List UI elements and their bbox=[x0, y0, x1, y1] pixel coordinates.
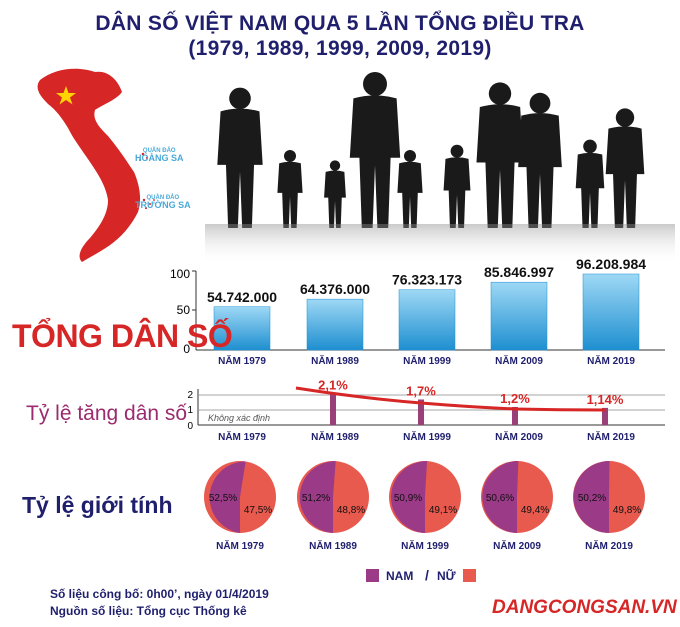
growth-rate-chart: 2 1 0 Không xác định NĂM 1979 NĂM 1989 2,1… bbox=[187, 378, 665, 443]
population-year-label: NĂM 1989 bbox=[311, 354, 359, 367]
pie-year-label: NĂM 1979 bbox=[216, 539, 264, 552]
growth-value-label: 1,2% bbox=[500, 391, 530, 406]
population-value-label: 64.376.000 bbox=[300, 281, 370, 297]
pie-male-label: 50,9% bbox=[394, 493, 422, 504]
pie-year-label: NĂM 1989 bbox=[309, 539, 357, 552]
legend-female-swatch bbox=[463, 569, 476, 582]
person-body-5 bbox=[443, 157, 471, 228]
pie-year-label: NĂM 2019 bbox=[585, 539, 633, 552]
population-value-label: 85.846.997 bbox=[484, 264, 554, 280]
star-icon bbox=[56, 86, 76, 105]
pie-female-label: 49,8% bbox=[613, 505, 641, 516]
person-head-7 bbox=[529, 92, 551, 114]
legend-male-swatch bbox=[366, 569, 379, 582]
person-body-3 bbox=[349, 95, 401, 229]
person-body-8 bbox=[575, 152, 605, 228]
pie-male-slice bbox=[209, 461, 246, 533]
pie-female-label: 49,4% bbox=[521, 505, 549, 516]
growth-y-tick-1: 1 bbox=[187, 405, 193, 416]
population-bar bbox=[213, 306, 271, 351]
person-head-4 bbox=[404, 150, 416, 162]
person-head-8 bbox=[583, 139, 597, 154]
person-head-1 bbox=[284, 150, 296, 162]
legend-separator: / bbox=[425, 567, 429, 583]
population-value-label: 76.323.173 bbox=[392, 272, 462, 288]
growth-year-label: NĂM 1999 bbox=[403, 430, 451, 443]
growth-year-label: NĂM 2019 bbox=[587, 430, 635, 443]
pie-male-label: 50,6% bbox=[486, 493, 514, 504]
pie-year-label: NĂM 1999 bbox=[401, 539, 449, 552]
population-year-label: NĂM 2009 bbox=[495, 354, 543, 367]
y-tick-50: 50 bbox=[177, 303, 191, 317]
person-head-2 bbox=[329, 160, 341, 171]
pie-male-label: 52,5% bbox=[209, 493, 237, 504]
family-silhouette-icon bbox=[217, 72, 645, 229]
population-bar-chart: 100 50 0 54.742.000 NĂM 1979 64.376.000 NĂM… bbox=[170, 256, 665, 367]
growth-bar bbox=[418, 399, 424, 425]
population-bar bbox=[582, 273, 640, 351]
total-population-heading: TỔNG DÂN SỐ bbox=[12, 318, 233, 354]
growth-bar bbox=[330, 393, 336, 425]
pie-female-label: 49,1% bbox=[429, 505, 457, 516]
growth-value-label: 1,7% bbox=[406, 384, 436, 399]
population-bar bbox=[490, 281, 548, 351]
growth-trend-line bbox=[295, 386, 606, 412]
population-year-label: NĂM 1979 bbox=[218, 354, 266, 367]
hoang-sa-label: QUẦN ĐẢO HOÀNG SA bbox=[135, 148, 184, 163]
person-body-9 bbox=[605, 126, 645, 228]
pie-year-label: NĂM 2009 bbox=[493, 539, 541, 552]
page-subtitle: (1979, 1989, 1999, 2009, 2019) bbox=[188, 37, 492, 60]
legend-male-label: NAM bbox=[386, 569, 413, 583]
person-body-2 bbox=[324, 170, 346, 228]
gender-ratio-heading: Tỷ lệ giới tính bbox=[22, 492, 173, 518]
growth-value-label: 1,14% bbox=[587, 392, 624, 407]
pie-male-label: 50,2% bbox=[578, 493, 606, 504]
growth-y-tick-0: 0 bbox=[187, 421, 193, 432]
gender-pie-charts: 52,5% 47,5% NĂM 1979 51,2% 48,8% NĂM 1989 50,9… bbox=[204, 461, 645, 552]
population-value-label: 96.208.984 bbox=[576, 256, 646, 272]
person-body-0 bbox=[217, 108, 263, 228]
truong-sa-label: QUẦN ĐẢO TRƯỜNG SA bbox=[135, 195, 191, 210]
growth-y-tick-2: 2 bbox=[187, 390, 193, 401]
growth-year-label: NĂM 2009 bbox=[495, 430, 543, 443]
growth-bar bbox=[602, 407, 608, 425]
person-head-3 bbox=[363, 72, 387, 96]
brand-link[interactable]: DANGCONGSAN.VN bbox=[492, 597, 677, 618]
person-body-4 bbox=[397, 161, 423, 228]
person-head-9 bbox=[615, 108, 635, 127]
population-year-label: NĂM 1999 bbox=[403, 354, 451, 367]
source-note: Nguồn số liệu: Tổng cục Thống kê bbox=[50, 604, 247, 618]
person-head-5 bbox=[450, 144, 464, 158]
growth-year-label: NĂM 1989 bbox=[311, 430, 359, 443]
pie-male-slice bbox=[391, 461, 428, 533]
publish-note: Số liệu công bố: 0h00’, ngày 01/4/2019 bbox=[50, 587, 269, 601]
population-bar bbox=[398, 289, 456, 351]
pie-female-label: 47,5% bbox=[244, 505, 272, 516]
y-tick-100: 100 bbox=[170, 267, 190, 281]
population-year-label: NĂM 2019 bbox=[587, 354, 635, 367]
pie-male-slice bbox=[482, 461, 519, 533]
population-bar bbox=[306, 298, 364, 351]
growth-value-label: 2,1% bbox=[318, 378, 348, 393]
pie-male-label: 51,2% bbox=[302, 493, 330, 504]
person-head-6 bbox=[488, 82, 512, 105]
person-body-6 bbox=[476, 104, 524, 228]
pie-female-label: 48,8% bbox=[337, 505, 365, 516]
legend-female-label: NỮ bbox=[437, 568, 456, 583]
reflection-shadow bbox=[205, 224, 675, 264]
growth-year-label: NĂM 1979 bbox=[218, 430, 266, 443]
pie-male-slice bbox=[299, 461, 336, 533]
page-title: DÂN SỐ VIỆT NAM QUA 5 LẦN TỔNG ĐIỀU TRA bbox=[95, 12, 585, 35]
person-body-1 bbox=[277, 161, 303, 228]
growth-bar bbox=[512, 407, 518, 425]
person-head-0 bbox=[229, 87, 251, 110]
person-body-7 bbox=[518, 113, 562, 228]
population-value-label: 54.742.000 bbox=[207, 289, 277, 305]
pie-male-slice bbox=[573, 461, 610, 533]
growth-rate-heading: Tỷ lệ tăng dân số bbox=[26, 402, 188, 425]
vietnam-map-icon bbox=[37, 68, 155, 262]
undetermined-note: Không xác định bbox=[208, 413, 270, 423]
y-tick-0: 0 bbox=[183, 342, 190, 356]
